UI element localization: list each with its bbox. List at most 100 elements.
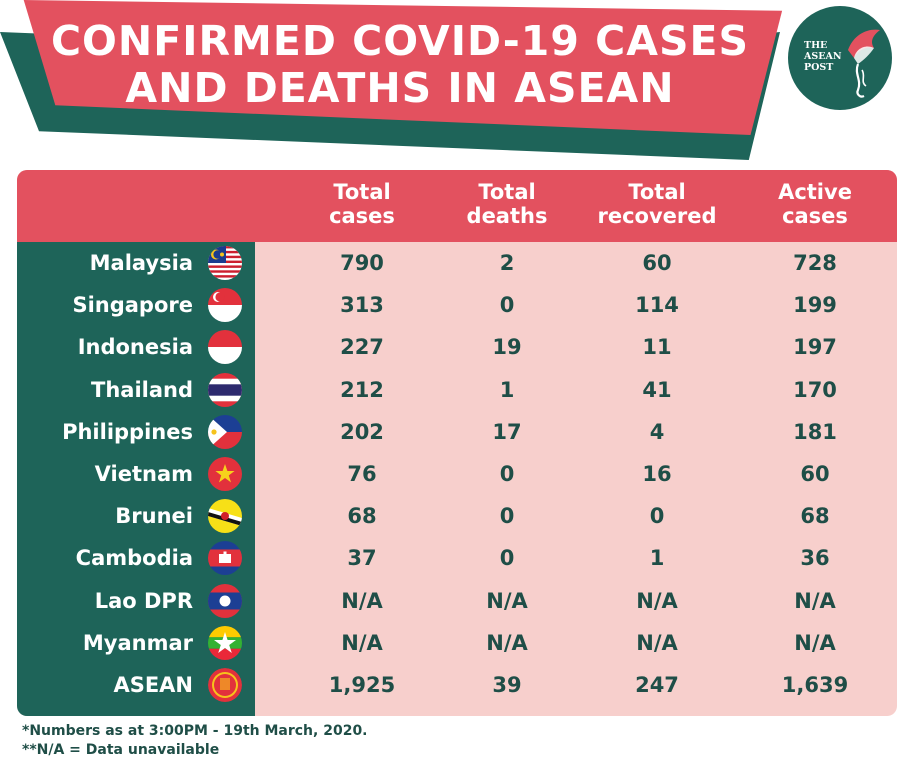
value-cell: 199 [793, 293, 837, 318]
table-row: Brunei 68 0 0 68 [17, 495, 897, 537]
logo-text: THE ASEAN POST [804, 40, 848, 73]
value-cell: 39 [492, 673, 522, 697]
value-cell: 2 [499, 251, 515, 275]
value-cell: 247 [635, 673, 679, 697]
country-name: Indonesia [77, 335, 193, 360]
table-row: Singapore 313 0 114 199 [17, 284, 897, 326]
value-cell: 60 [800, 462, 830, 486]
value-cell: 11 [642, 335, 672, 360]
singapore-flag-icon [208, 288, 242, 323]
value-cell: 36 [800, 546, 830, 571]
vietnam-flag-icon [208, 457, 242, 491]
value-cell: 1 [499, 377, 515, 402]
table-row: Indonesia 227 19 11 197 [17, 326, 897, 368]
value-cell: 68 [347, 504, 377, 529]
logo-text-line-3: POST [804, 62, 834, 73]
thailand-flag-icon [208, 372, 242, 407]
myanmar-flag-icon [208, 625, 242, 660]
country-name: Malaysia [89, 251, 193, 275]
table-row: Myanmar N/A N/A N/A N/A [17, 622, 897, 664]
value-cell: 0 [649, 504, 665, 529]
value-cell: 4 [649, 419, 665, 444]
header-word: Total [628, 180, 686, 204]
value-cell: 728 [793, 251, 837, 275]
value-cell: 17 [492, 419, 522, 444]
value-cell: N/A [794, 630, 836, 655]
footnote-na: **N/A = Data unavailable [22, 742, 220, 758]
covid-table: Total cases Total deaths Total recovered Ac… [17, 170, 897, 716]
value-cell: 197 [793, 335, 837, 360]
value-cell: N/A [794, 588, 836, 613]
value-cell: N/A [341, 588, 383, 613]
laos-flag-icon [208, 583, 242, 618]
value-cell: N/A [341, 630, 383, 655]
value-cell: 0 [499, 462, 515, 486]
header-word: deaths [466, 204, 548, 228]
country-name: Singapore [72, 293, 193, 318]
table-row: Thailand 212 1 41 170 [17, 369, 897, 411]
country-name: Thailand [91, 377, 193, 402]
value-cell: 212 [340, 377, 384, 402]
value-cell: 41 [642, 377, 672, 402]
value-cell: N/A [486, 630, 528, 655]
value-cell: 0 [499, 293, 515, 318]
malaysia-flag-icon [208, 246, 242, 280]
table-row: Lao DPR N/A N/A N/A N/A [17, 580, 897, 622]
header-word: Active [778, 180, 852, 204]
indonesia-flag-icon [208, 330, 242, 365]
value-cell: 37 [347, 546, 377, 571]
country-name: Brunei [115, 504, 193, 529]
header-total-recovered: Total recovered [582, 180, 732, 228]
header-word: Total [478, 180, 536, 204]
country-name: Philippines [62, 419, 193, 444]
country-name: Vietnam [94, 462, 193, 486]
value-cell: N/A [636, 630, 678, 655]
value-cell: 202 [340, 419, 384, 444]
page-title: CONFIRMED COVID-19 CASES AND DEATHS IN A… [40, 18, 760, 112]
hornbill-bird-icon [848, 29, 880, 98]
footnote-timestamp: *Numbers as at 3:00PM - 19th March, 2020… [22, 723, 368, 739]
value-cell: N/A [486, 588, 528, 613]
logo-text-line-1: THE [804, 40, 828, 51]
country-name: ASEAN [113, 673, 193, 697]
philippines-flag-icon [208, 414, 242, 449]
country-name: Myanmar [82, 630, 193, 655]
value-cell: 68 [800, 504, 830, 529]
value-cell: 1,639 [781, 673, 849, 697]
table-row: ASEAN 1,925 39 247 1,639 [17, 664, 897, 706]
value-cell: 313 [340, 293, 384, 318]
header-word: cases [782, 204, 848, 228]
asean-emblem-icon [208, 668, 242, 702]
asean-post-logo: THE ASEAN POST [788, 6, 892, 110]
header-word: Total [333, 180, 391, 204]
footnotes: *Numbers as at 3:00PM - 19th March, 2020… [22, 722, 368, 760]
value-cell: 1,925 [328, 673, 396, 697]
table-row: Cambodia 37 0 1 36 [17, 537, 897, 579]
table-row: Philippines 202 17 4 181 [17, 411, 897, 453]
logo-text-line-2: ASEAN [804, 51, 842, 62]
value-cell: 76 [347, 462, 377, 486]
cambodia-flag-icon [208, 541, 242, 576]
table-row: Vietnam 76 0 16 60 [17, 453, 897, 495]
value-cell: 1 [649, 546, 665, 571]
table-header: Total cases Total deaths Total recovered Ac… [17, 170, 897, 242]
header-total-deaths: Total deaths [432, 180, 582, 228]
country-name: Lao DPR [94, 588, 193, 613]
value-cell: N/A [636, 588, 678, 613]
value-cell: 114 [635, 293, 679, 318]
value-cell: 790 [340, 251, 384, 275]
table-row: Malaysia 790 2 60 728 [17, 242, 897, 284]
value-cell: 0 [499, 546, 515, 571]
title-line-1: CONFIRMED COVID-19 CASES [50, 17, 750, 65]
brunei-flag-icon [208, 499, 242, 534]
title-line-2: AND DEATHS IN ASEAN [125, 64, 675, 112]
header-word: cases [329, 204, 395, 228]
value-cell: 181 [793, 419, 837, 444]
value-cell: 19 [492, 335, 522, 360]
value-cell: 0 [499, 504, 515, 529]
value-cell: 16 [642, 462, 672, 486]
header-active-cases: Active cases [740, 180, 890, 228]
value-cell: 227 [340, 335, 384, 360]
value-cell: 170 [793, 377, 837, 402]
header-total-cases: Total cases [287, 180, 437, 228]
